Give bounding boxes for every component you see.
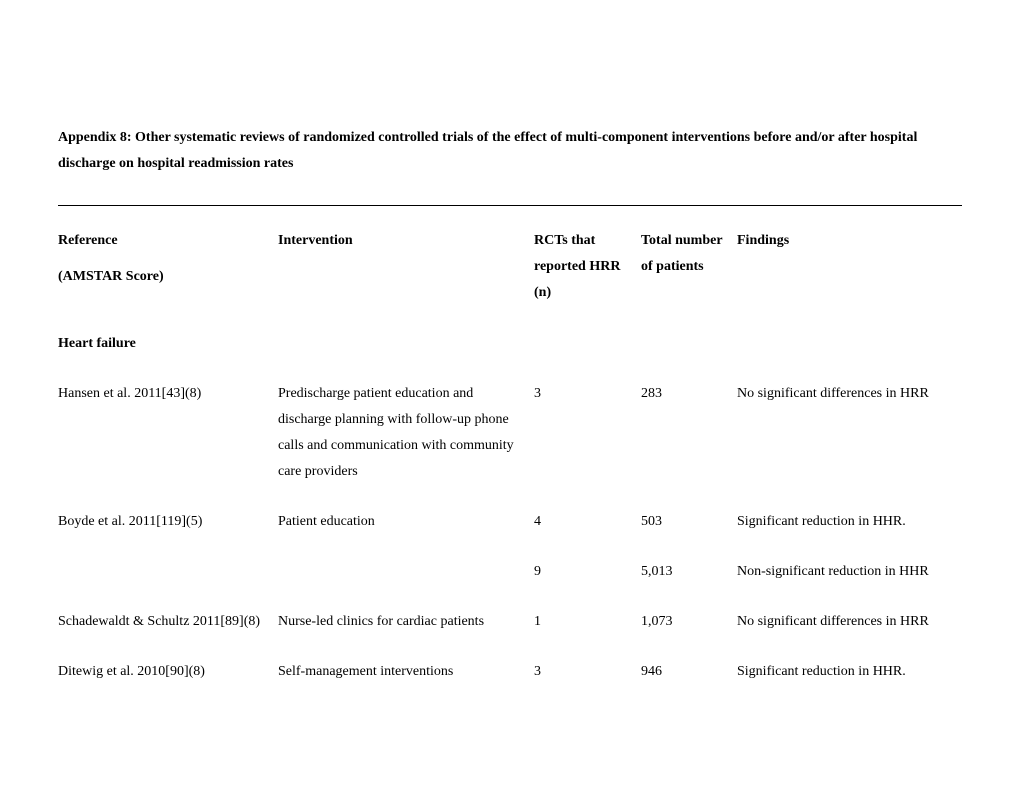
table-cell-findings: Non-significant reduction in HHR [737, 559, 962, 609]
table-cell-findings: No significant differences in HRR [737, 609, 962, 659]
table-cell-rcts: 9 [534, 559, 641, 609]
appendix-title: Appendix 8: Other systematic reviews of … [58, 125, 962, 177]
reviews-table: Reference (AMSTAR Score) Intervention RC… [58, 228, 962, 709]
header-reference-label: Reference [58, 228, 266, 254]
table-cell-total: 1,073 [641, 609, 737, 659]
table-cell-reference: Hansen et al. 2011[43](8) [58, 381, 278, 509]
divider [58, 205, 962, 206]
table-cell-findings: Significant reduction in HHR. [737, 509, 962, 559]
header-amstar-label: (AMSTAR Score) [58, 264, 266, 290]
section-heart-failure: Heart failure [58, 331, 962, 381]
header-intervention: Intervention [278, 228, 534, 332]
table-cell-intervention: Patient education [278, 509, 534, 559]
table-cell-reference [58, 559, 278, 609]
table-cell-total: 283 [641, 381, 737, 509]
table-cell-rcts: 3 [534, 659, 641, 709]
header-rcts: RCTs that reported HRR (n) [534, 228, 641, 332]
table-cell-total: 503 [641, 509, 737, 559]
table-cell-findings: Significant reduction in HHR. [737, 659, 962, 709]
table-cell-rcts: 1 [534, 609, 641, 659]
table-cell-total: 946 [641, 659, 737, 709]
table-cell-intervention: Nurse-led clinics for cardiac patients [278, 609, 534, 659]
table-cell-reference: Boyde et al. 2011[119](5) [58, 509, 278, 559]
table-cell-reference: Ditewig et al. 2010[90](8) [58, 659, 278, 709]
table-cell-rcts: 4 [534, 509, 641, 559]
table-cell-findings: No significant differences in HRR [737, 381, 962, 509]
table-cell-total: 5,013 [641, 559, 737, 609]
table-cell-intervention: Self-management interventions [278, 659, 534, 709]
table-cell-reference: Schadewaldt & Schultz 2011[89](8) [58, 609, 278, 659]
header-total: Total number of patients [641, 228, 737, 332]
table-cell-intervention: Predischarge patient education and disch… [278, 381, 534, 509]
header-reference: Reference (AMSTAR Score) [58, 228, 278, 332]
table-cell-intervention [278, 559, 534, 609]
table-cell-rcts: 3 [534, 381, 641, 509]
header-findings: Findings [737, 228, 962, 332]
